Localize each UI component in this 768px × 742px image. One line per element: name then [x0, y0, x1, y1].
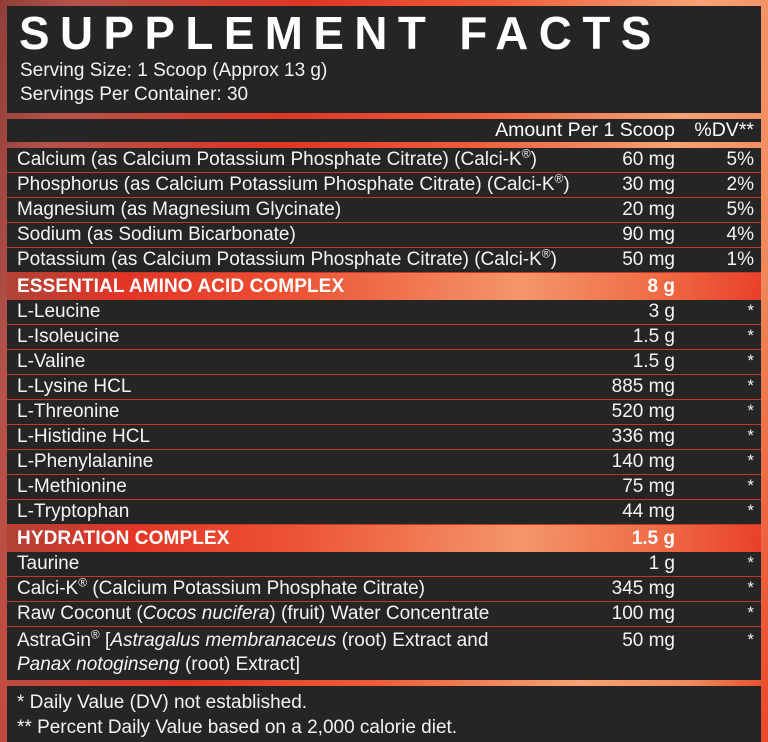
ingredient-name: Taurine: [17, 553, 80, 574]
title-block: SUPPLEMENT FACTS Serving Size: 1 Scoop (…: [7, 6, 761, 113]
ingredient-dv: *: [747, 501, 754, 520]
ingredient-name: L-Threonine: [17, 401, 120, 422]
ingredient-amount: 1.5 g: [632, 351, 675, 372]
ingredient-amount: 345 mg: [611, 578, 675, 599]
ingredient-amount: 20 mg: [622, 199, 675, 220]
ingredient-name: Calci-K® (Calcium Potassium Phosphate Ci…: [17, 577, 425, 599]
section-header-row: ESSENTIAL AMINO ACID COMPLEX 8 g: [7, 273, 761, 300]
ingredient-name: L-Isoleucine: [17, 326, 120, 347]
ingredient-name: Potassium (as Calcium Potassium Phosphat…: [17, 248, 557, 270]
ingredient-dv: 2%: [726, 174, 754, 195]
ingredient-dv: *: [747, 603, 754, 622]
table-row: L-Phenylalanine 140 mg *: [7, 450, 761, 475]
table-row: Phosphorus (as Calcium Potassium Phospha…: [7, 173, 761, 198]
table-row: Calcium (as Calcium Potassium Phosphate …: [7, 148, 761, 173]
table-row: L-Lysine HCL 885 mg *: [7, 375, 761, 400]
section-amount: 1.5 g: [631, 527, 675, 549]
ingredient-name: Magnesium (as Magnesium Glycinate): [17, 199, 342, 220]
table-row: Sodium (as Sodium Bicarbonate) 90 mg 4%: [7, 223, 761, 248]
section-header-row: HYDRATION COMPLEX 1.5 g: [7, 525, 761, 552]
table-row: Calci-K® (Calcium Potassium Phosphate Ci…: [7, 577, 761, 602]
ingredient-name: L-Leucine: [17, 301, 101, 322]
ingredient-amount: 3 g: [648, 301, 675, 322]
ingredient-amount: 336 mg: [611, 426, 675, 447]
table-row: Potassium (as Calcium Potassium Phosphat…: [7, 248, 761, 273]
ingredient-dv: *: [747, 578, 754, 597]
ingredient-name: Sodium (as Sodium Bicarbonate): [17, 224, 296, 245]
ingredient-amount: 520 mg: [611, 401, 675, 422]
ingredient-amount: 44 mg: [622, 501, 675, 522]
ingredient-dv: *: [747, 451, 754, 470]
footnotes-block: * Daily Value (DV) not established. ** Pe…: [7, 686, 761, 742]
ingredient-name: L-Phenylalanine: [17, 451, 154, 472]
ingredient-name: L-Histidine HCL: [17, 426, 151, 447]
table-row: Raw Coconut (Cocos nucifera) (fruit) Wat…: [7, 602, 761, 627]
ingredient-dv: *: [747, 351, 754, 370]
table-row: L-Valine 1.5 g *: [7, 350, 761, 375]
ingredient-dv: *: [747, 376, 754, 395]
ingredient-name: L-Methionine: [17, 476, 127, 497]
table-row: AstraGin® [Astragalus membranaceus (root…: [7, 627, 761, 680]
footnote-text: * Daily Value (DV) not established.: [17, 692, 308, 713]
ingredient-dv: *: [747, 553, 754, 572]
ingredient-dv: *: [747, 301, 754, 320]
ingredient-amount: 50 mg: [622, 630, 675, 651]
ingredient-dv: 5%: [726, 199, 754, 220]
table-row: L-Tryptophan 44 mg *: [7, 500, 761, 525]
ingredient-name: L-Lysine HCL: [17, 376, 132, 397]
amount-column-header: Amount Per 1 Scoop: [495, 119, 675, 141]
ingredient-name: Raw Coconut (Cocos nucifera) (fruit) Wat…: [17, 603, 490, 624]
ingredient-dv: 1%: [726, 249, 754, 270]
ingredient-dv: *: [747, 326, 754, 345]
ingredient-dv: *: [747, 426, 754, 445]
table-row: L-Isoleucine 1.5 g *: [7, 325, 761, 350]
serving-size-text: Serving Size: 1 Scoop (Approx 13 g): [20, 60, 328, 81]
ingredient-amount: 90 mg: [622, 224, 675, 245]
ingredient-name: Calcium (as Calcium Potassium Phosphate …: [17, 148, 537, 170]
ingredient-amount: 885 mg: [611, 376, 675, 397]
ingredient-amount: 75 mg: [622, 476, 675, 497]
table-row: Magnesium (as Magnesium Glycinate) 20 mg 5…: [7, 198, 761, 223]
servings-per-container-text: Servings Per Container: 30: [20, 84, 249, 105]
ingredient-name: L-Tryptophan: [17, 501, 130, 522]
ingredient-dv: 4%: [726, 224, 754, 245]
ingredient-name: Phosphorus (as Calcium Potassium Phospha…: [17, 173, 570, 195]
ingredient-name: AstraGin® [Astragalus membranaceus (root…: [17, 629, 489, 675]
ingredient-dv: *: [747, 630, 754, 649]
ingredient-amount: 1 g: [648, 553, 675, 574]
footnote-text: ** Percent Daily Value based on a 2,000 …: [17, 717, 458, 738]
ingredient-amount: 50 mg: [622, 249, 675, 270]
ingredient-amount: 140 mg: [611, 451, 675, 472]
section-amount: 8 g: [647, 275, 675, 297]
ingredient-amount: 100 mg: [611, 603, 675, 624]
ingredients-table: Calcium (as Calcium Potassium Phosphate …: [7, 148, 761, 680]
ingredient-amount: 30 mg: [622, 174, 675, 195]
ingredient-name: L-Valine: [17, 351, 86, 372]
ingredient-amount: 60 mg: [622, 149, 675, 170]
table-row: Taurine 1 g *: [7, 552, 761, 577]
dv-column-header: %DV**: [694, 119, 754, 141]
ingredient-dv: *: [747, 476, 754, 495]
table-row: L-Threonine 520 mg *: [7, 400, 761, 425]
column-header-row: Amount Per 1 Scoop %DV**: [7, 119, 761, 142]
ingredient-dv: 5%: [726, 149, 754, 170]
section-header-label: HYDRATION COMPLEX: [17, 527, 230, 549]
table-row: L-Methionine 75 mg *: [7, 475, 761, 500]
section-header-label: ESSENTIAL AMINO ACID COMPLEX: [17, 275, 345, 297]
ingredient-dv: *: [747, 401, 754, 420]
page-title: SUPPLEMENT FACTS: [19, 7, 662, 59]
ingredient-amount: 1.5 g: [632, 326, 675, 347]
table-row: L-Histidine HCL 336 mg *: [7, 425, 761, 450]
table-row: L-Leucine 3 g *: [7, 300, 761, 325]
